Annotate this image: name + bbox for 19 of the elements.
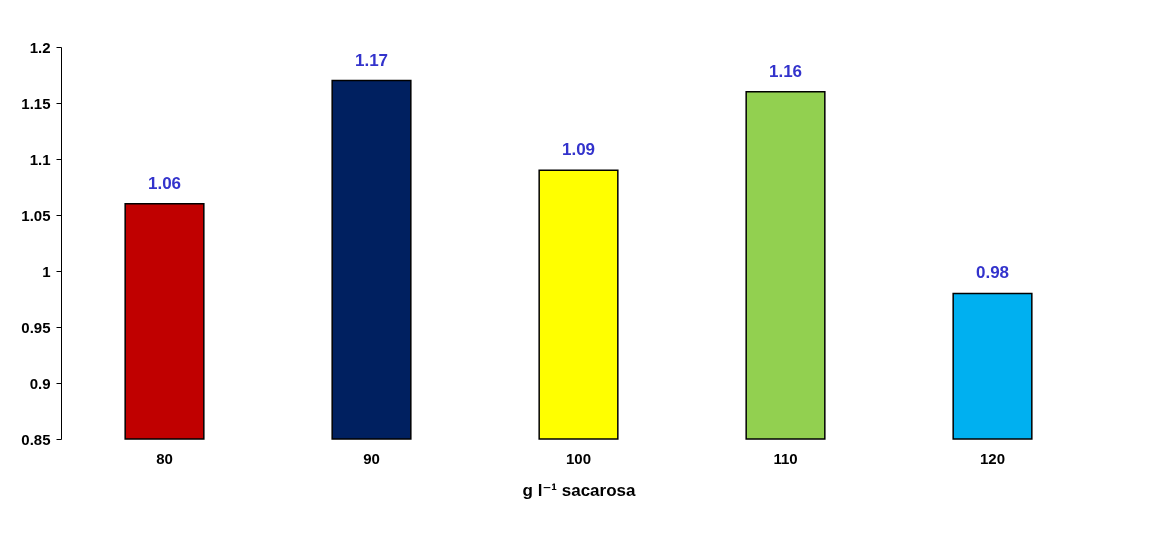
y-tick-label: 1 <box>42 262 51 280</box>
data-label: 1.16 <box>768 61 803 81</box>
x-tick-label: 120 <box>979 449 1006 467</box>
y-tick-label: 1.2 <box>29 38 51 56</box>
x-tick-label: 110 <box>773 449 798 467</box>
x-tick-label: 100 <box>565 449 592 467</box>
y-tick-label: 1.1 <box>29 150 51 168</box>
data-label: 1.09 <box>561 140 596 160</box>
y-tick-label: 0.85 <box>21 430 51 448</box>
data-label: 0.98 <box>975 263 1010 283</box>
data-label: 1.06 <box>147 173 182 193</box>
y-tick-label: 0.9 <box>29 374 51 392</box>
y-tick-label: 0.95 <box>21 318 51 336</box>
data-label: 1.17 <box>354 50 389 70</box>
y-tick-label: 1.15 <box>21 94 51 112</box>
y-tick-label: 1.05 <box>21 206 51 224</box>
x-axis-title: g l⁻¹ sacarosa <box>522 480 636 500</box>
x-tick-label: 80 <box>156 449 173 467</box>
x-tick-label: 90 <box>363 449 380 467</box>
